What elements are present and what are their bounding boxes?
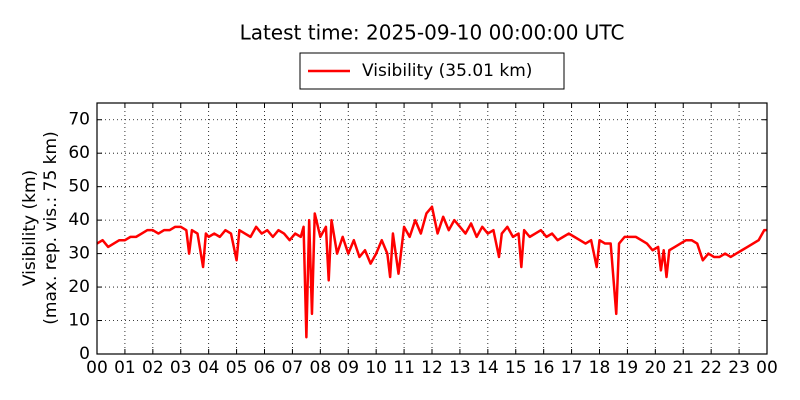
plot-frame bbox=[96, 102, 768, 355]
x-tick-label: 22 bbox=[700, 358, 722, 378]
x-tick-label: 07 bbox=[282, 358, 304, 378]
x-tick-label: 04 bbox=[198, 358, 220, 378]
y-label-line: (max. rep. vis.: 75 km) bbox=[41, 131, 61, 324]
x-tick-label: 20 bbox=[645, 358, 667, 378]
x-tick-label: 23 bbox=[728, 358, 750, 378]
x-tick-label: 21 bbox=[672, 358, 694, 378]
y-axis-label: Visibility (km) (max. rep. vis.: 75 km) bbox=[20, 131, 61, 324]
legend-label: Visibility (35.01 km) bbox=[362, 61, 532, 81]
data-line bbox=[96, 205, 767, 339]
x-tick-label: 05 bbox=[226, 358, 248, 378]
x-tick-label: 06 bbox=[254, 358, 276, 378]
x-tick-label: 00 bbox=[756, 358, 778, 378]
x-tick-label: 01 bbox=[114, 358, 136, 378]
x-tick-label: 03 bbox=[170, 358, 192, 378]
x-tick-label: 12 bbox=[421, 358, 443, 378]
y-label-line: Visibility (km) bbox=[20, 170, 40, 286]
x-tick-label: 19 bbox=[617, 358, 639, 378]
x-tick-label: 00 bbox=[86, 358, 108, 378]
y-tick-label: 50 bbox=[68, 177, 90, 197]
y-tick-label: 20 bbox=[68, 277, 90, 297]
x-tick-label: 08 bbox=[310, 358, 332, 378]
y-tick-label: 10 bbox=[68, 311, 90, 331]
y-tick-label: 60 bbox=[68, 143, 90, 163]
x-tick-label: 16 bbox=[533, 358, 555, 378]
x-tick-label: 10 bbox=[365, 358, 387, 378]
y-tick-label: 30 bbox=[68, 244, 90, 264]
y-tick-label: 0 bbox=[79, 344, 90, 364]
x-tick-label: 11 bbox=[393, 358, 415, 378]
y-tick-label: 40 bbox=[68, 210, 90, 230]
x-tick-label: 18 bbox=[589, 358, 611, 378]
x-tick-label: 09 bbox=[337, 358, 359, 378]
x-tick-label: 15 bbox=[505, 358, 527, 378]
chart-title: Latest time: 2025-09-10 00:00:00 UTC bbox=[240, 21, 625, 45]
x-tick-label: 17 bbox=[561, 358, 583, 378]
y-tick-label: 70 bbox=[68, 110, 90, 130]
x-tick-label: 13 bbox=[449, 358, 471, 378]
x-tick-label: 14 bbox=[477, 358, 499, 378]
legend: Visibility (35.01 km) bbox=[299, 52, 565, 90]
x-tick-label: 02 bbox=[142, 358, 164, 378]
